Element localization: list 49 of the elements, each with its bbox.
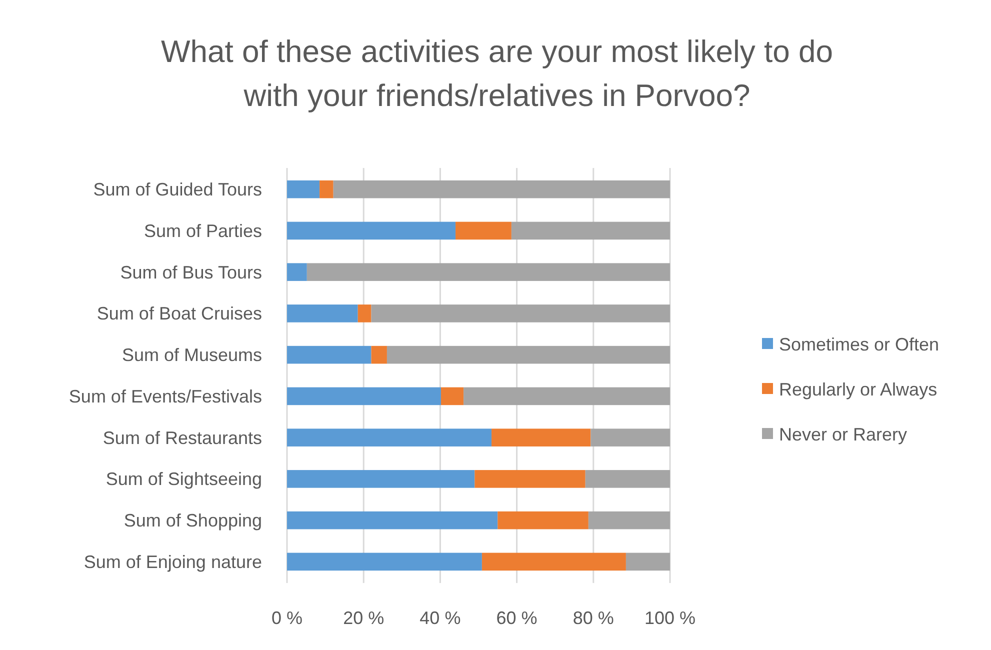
bar xyxy=(464,387,670,406)
bar xyxy=(590,428,670,446)
bar xyxy=(287,387,441,406)
chart-title: What of these activities are your most likely to do with your friends/relatives in Porvoo? xyxy=(161,34,833,113)
bar xyxy=(492,428,591,446)
bar xyxy=(287,470,475,488)
bar xyxy=(456,222,512,240)
x-tick-label: 0 % xyxy=(271,608,303,628)
y-tick-label: Sum of Boat Cruises xyxy=(96,304,262,324)
legend-label: Sometimes or Often xyxy=(779,334,940,354)
y-tick-label: Sum of Shopping xyxy=(124,510,262,531)
y-tick-label: Sum of Enjoing nature xyxy=(84,552,262,572)
bar xyxy=(287,222,456,240)
x-tick-label: 80 % xyxy=(572,608,614,628)
bar xyxy=(511,222,670,240)
y-tick-label: Sum of Sightseeing xyxy=(106,469,262,490)
bar xyxy=(333,180,670,198)
bar xyxy=(371,346,387,364)
bar xyxy=(287,180,320,198)
bar xyxy=(498,511,588,530)
x-tick-label: 60 % xyxy=(496,608,538,628)
bar xyxy=(306,263,670,281)
legend-label: Regularly or Always xyxy=(779,379,938,400)
x-tick-label: 100 % xyxy=(644,608,696,628)
legend-label: Never or Rarery xyxy=(779,424,908,444)
bar xyxy=(287,346,372,364)
y-tick-label: Sum of Guided Tours xyxy=(93,180,262,200)
bar xyxy=(287,552,482,571)
bar xyxy=(287,511,498,530)
bar xyxy=(588,511,670,530)
bar xyxy=(287,304,358,322)
bar xyxy=(386,346,670,364)
bar xyxy=(585,470,670,488)
y-tick-label: Sum of Museums xyxy=(122,345,262,366)
y-tick-label: Sum of Restaurants xyxy=(102,428,262,448)
bar xyxy=(287,428,492,446)
x-tick-label: 40 % xyxy=(420,608,461,628)
bar xyxy=(440,387,464,406)
bar xyxy=(287,263,307,281)
y-tick-label: Sum of Events/Festivals xyxy=(68,386,262,406)
x-tick-label: 20 % xyxy=(343,608,384,628)
bar xyxy=(358,304,372,322)
y-tick-label: Sum of Parties xyxy=(144,220,262,241)
bar xyxy=(482,552,626,571)
bar xyxy=(474,470,586,488)
bar xyxy=(626,552,670,571)
bar xyxy=(371,304,670,322)
bar xyxy=(320,180,334,198)
y-tick-label: Sum of Bus Tours xyxy=(120,262,262,282)
